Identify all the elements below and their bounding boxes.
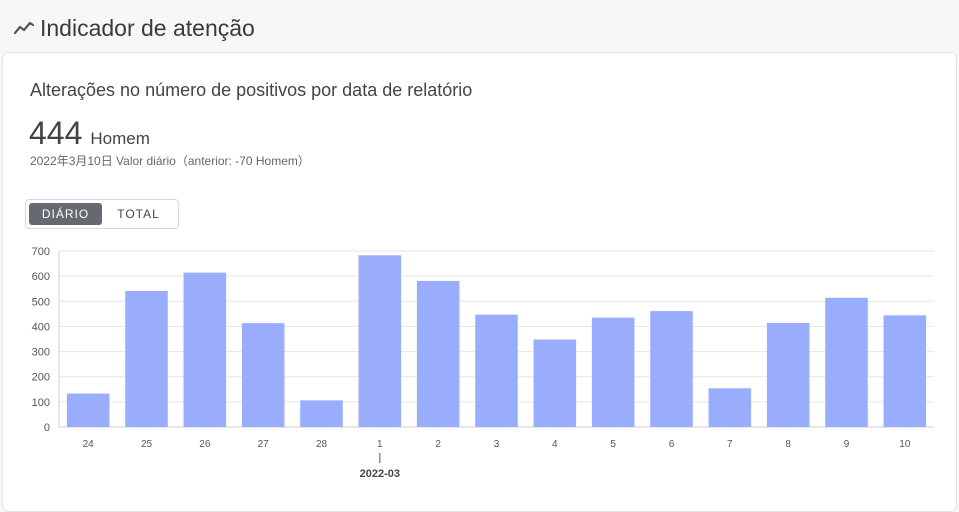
x-tick-label: 27 bbox=[258, 439, 270, 450]
x-tick-label: 24 bbox=[83, 439, 95, 450]
bar bbox=[533, 339, 577, 427]
bar bbox=[416, 280, 460, 427]
bar bbox=[708, 388, 752, 427]
x-tick-label: 3 bbox=[494, 439, 500, 450]
bar bbox=[125, 290, 168, 427]
bar bbox=[766, 322, 810, 427]
bar-chart: 0 100 200 300 400 500 600 700 24 25 26 27 28 1 2 3 4 5 6 7 8… bbox=[32, 246, 934, 480]
y-tick-label: 0 bbox=[44, 422, 50, 434]
x-tick-label: 2 bbox=[435, 439, 441, 450]
current-value: 444 Homem bbox=[29, 115, 150, 152]
bar bbox=[475, 314, 518, 427]
positives-card: Alterações no número de positivos por da… bbox=[2, 52, 957, 512]
y-tick-label: 700 bbox=[32, 246, 50, 258]
value-number: 444 bbox=[29, 115, 83, 151]
bar bbox=[883, 315, 927, 427]
bar bbox=[183, 272, 227, 427]
y-tick-label: 100 bbox=[32, 397, 50, 409]
bar bbox=[650, 311, 693, 427]
y-tick-label: 300 bbox=[32, 347, 50, 359]
bar bbox=[591, 317, 635, 427]
bar bbox=[66, 393, 110, 427]
x-tick-label: 1 bbox=[377, 439, 383, 450]
x-tick-label: 26 bbox=[199, 439, 211, 450]
x-tick-label: 9 bbox=[844, 439, 850, 450]
y-tick-label: 200 bbox=[32, 372, 50, 384]
x-tick-label: 6 bbox=[669, 439, 675, 450]
bar bbox=[300, 400, 343, 427]
y-tick-label: 500 bbox=[32, 296, 50, 308]
bar bbox=[358, 255, 402, 427]
x-tick-label: 8 bbox=[785, 439, 791, 450]
trend-line-icon bbox=[13, 21, 35, 35]
y-tick-label: 400 bbox=[32, 321, 50, 333]
toggle-daily-button[interactable]: DIÁRIO bbox=[29, 203, 102, 225]
page-header: Indicador de atenção bbox=[12, 12, 255, 44]
x-tick-label: 7 bbox=[727, 439, 733, 450]
daily-total-toggle: DIÁRIO TOTAL bbox=[25, 199, 179, 229]
y-tick-label: 600 bbox=[32, 271, 50, 283]
bar bbox=[241, 323, 285, 427]
month-label: 2022-03 bbox=[360, 468, 400, 480]
bar bbox=[825, 297, 868, 427]
value-unit: Homem bbox=[90, 129, 150, 148]
x-tick-label: 5 bbox=[610, 439, 616, 450]
x-tick-label: 4 bbox=[552, 439, 558, 450]
x-tick-label: 28 bbox=[316, 439, 328, 450]
x-tick-label: 25 bbox=[141, 439, 153, 450]
toggle-total-button[interactable]: TOTAL bbox=[117, 207, 160, 221]
value-subline: 2022年3月10日 Valor diário（anterior: -70 Ho… bbox=[30, 154, 310, 168]
page-title: Indicador de atenção bbox=[40, 14, 255, 41]
x-tick-label: 10 bbox=[899, 439, 911, 450]
card-title: Alterações no número de positivos por da… bbox=[30, 80, 473, 100]
